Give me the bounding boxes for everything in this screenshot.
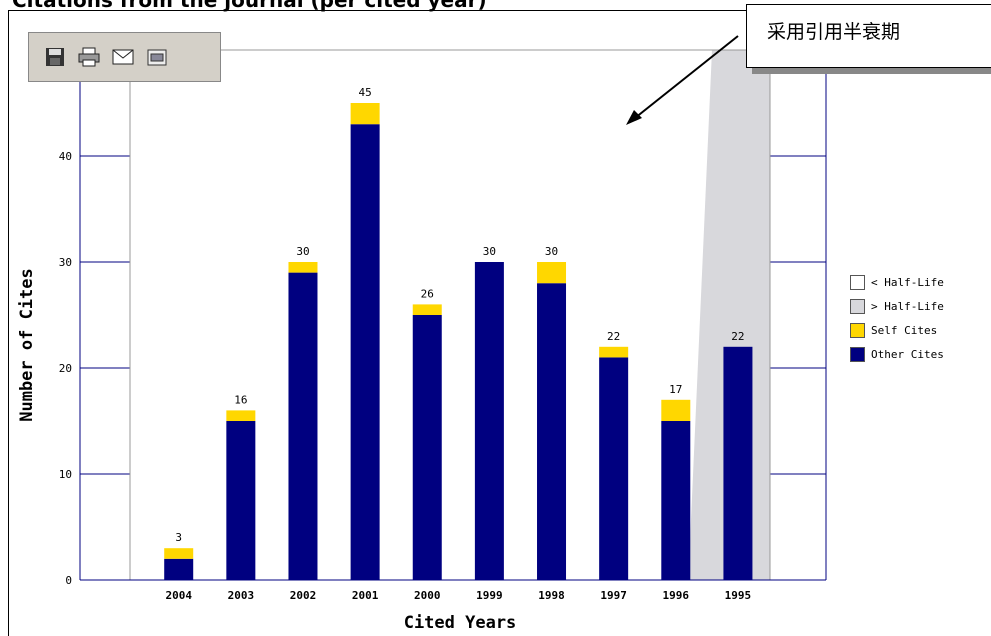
bar-self-cites-2003	[226, 410, 256, 421]
data-label-2003: 16	[234, 393, 247, 406]
legend-item: Self Cites	[850, 318, 991, 342]
bar-self-cites-1997	[599, 346, 629, 358]
email-icon	[112, 49, 134, 65]
legend-label: Other Cites	[871, 347, 944, 361]
bar-other-cites-2004	[164, 558, 194, 580]
x-tick-1995: 1995	[725, 589, 752, 602]
legend: < Half-Life > Half-Life Self Cites Other Ci…	[850, 270, 991, 366]
legend-label: < Half-Life	[871, 275, 944, 289]
y-tick-10: 10	[59, 468, 72, 481]
legend-swatch	[850, 322, 865, 338]
email-button[interactable]	[111, 45, 135, 69]
x-tick-labels: 2004 2003 2002 2001 2000 1999 1998 1997 1996 1995	[165, 589, 751, 602]
save-button[interactable]	[43, 45, 67, 69]
bar-self-cites-2002	[288, 262, 318, 273]
y-tick-40: 40	[59, 150, 72, 163]
legend-swatch	[850, 298, 865, 314]
bar-other-cites-2003	[226, 421, 256, 580]
bar-self-cites-2001	[350, 103, 380, 125]
bar-other-cites-2000	[412, 315, 442, 580]
bar-other-cites-2001	[350, 124, 380, 580]
bar-other-cites-1996	[661, 421, 691, 580]
chart-page-title: Citations from the journal (per cited ye…	[12, 0, 487, 12]
data-label-1997: 22	[607, 330, 620, 343]
x-tick-2004: 2004	[165, 589, 192, 602]
x-tick-2002: 2002	[290, 589, 317, 602]
callout-box: 采用引用半衰期	[746, 4, 991, 68]
bar-other-cites-2002	[288, 272, 318, 580]
y-tick-labels: 0 10 20 30 40	[59, 150, 72, 587]
x-tick-1998: 1998	[538, 589, 565, 602]
legend-swatch	[850, 274, 865, 290]
bar-self-cites-2000	[412, 304, 442, 315]
data-label-2000: 26	[421, 287, 434, 300]
y-tick-20: 20	[59, 362, 72, 375]
y-tick-30: 30	[59, 256, 72, 269]
bar-other-cites-1995	[723, 346, 753, 580]
bar-self-cites-1996	[661, 399, 691, 421]
y-axis-label: Number of Cites	[17, 268, 37, 422]
bar-other-cites-1998	[537, 283, 567, 580]
bars	[164, 103, 753, 580]
data-label-1996: 17	[669, 383, 682, 396]
legend-swatch	[850, 346, 865, 362]
export-button[interactable]	[145, 45, 169, 69]
data-label-2001: 45	[358, 86, 371, 99]
x-tick-1999: 1999	[476, 589, 503, 602]
legend-item: < Half-Life	[850, 270, 991, 294]
bar-self-cites-2004	[164, 548, 194, 559]
chart-frame	[8, 10, 991, 636]
x-tick-1997: 1997	[600, 589, 627, 602]
bar-other-cites-1999	[474, 262, 504, 580]
x-tick-2000: 2000	[414, 589, 441, 602]
legend-item: > Half-Life	[850, 294, 991, 318]
data-label-2004: 3	[175, 531, 182, 544]
bar-self-cites-1998	[537, 262, 567, 284]
callout-arrow	[629, 35, 739, 123]
bar-other-cites-1997	[599, 357, 629, 580]
chart-toolbar	[28, 32, 221, 82]
y-tick-0: 0	[65, 574, 72, 587]
print-button[interactable]	[77, 45, 101, 69]
bar-labels: 3 16 30 45 26 30 30 22 17 22	[175, 86, 744, 544]
save-icon	[46, 48, 64, 66]
x-tick-1996: 1996	[663, 589, 690, 602]
callout-arrowhead	[626, 110, 642, 125]
legend-item: Other Cites	[850, 342, 991, 366]
export-icon	[147, 49, 167, 66]
x-tick-2001: 2001	[352, 589, 379, 602]
x-tick-2003: 2003	[228, 589, 255, 602]
data-label-1999: 30	[483, 245, 496, 258]
legend-label: Self Cites	[871, 323, 938, 337]
x-axis-label: Cited Years	[404, 613, 517, 633]
print-icon	[78, 47, 100, 67]
data-label-2002: 30	[296, 245, 309, 258]
legend-label: > Half-Life	[871, 299, 944, 313]
data-label-1995: 22	[731, 330, 744, 343]
callout-text: 采用引用半衰期	[767, 21, 901, 43]
data-label-1998: 30	[545, 245, 558, 258]
